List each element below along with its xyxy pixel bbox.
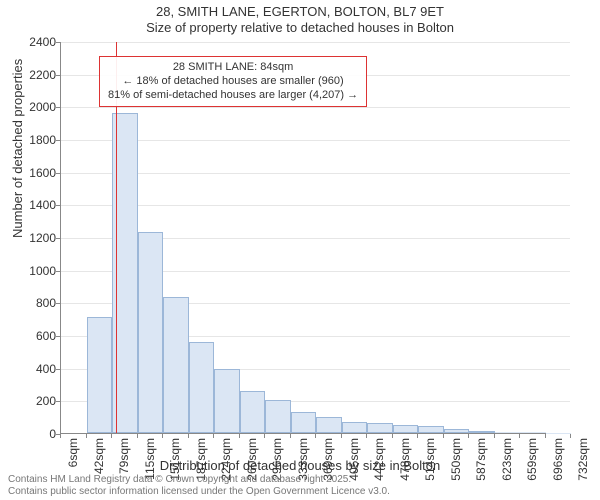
plot-area: 28 SMITH LANE: 84sqm ← 18% of detached h… <box>60 42 570 434</box>
y-tick-label: 0 <box>16 427 56 441</box>
histogram-bar <box>393 425 419 433</box>
chart-title-block: 28, SMITH LANE, EGERTON, BOLTON, BL7 9ET… <box>0 0 600 37</box>
y-tick-label: 2200 <box>16 68 56 82</box>
y-tick-label: 600 <box>16 329 56 343</box>
annotation-line-1: 28 SMITH LANE: 84sqm <box>108 61 358 75</box>
histogram-bar <box>240 391 266 433</box>
annotation-line-2: ← 18% of detached houses are smaller (96… <box>108 75 358 89</box>
y-tick-label: 1800 <box>16 133 56 147</box>
histogram-bar <box>87 317 113 433</box>
annotation-callout: 28 SMITH LANE: 84sqm ← 18% of detached h… <box>99 56 367 107</box>
footer-attribution: Contains HM Land Registry data © Crown c… <box>8 474 390 498</box>
histogram-bar <box>291 412 317 433</box>
histogram-bar <box>469 431 495 433</box>
footer-line-1: Contains HM Land Registry data © Crown c… <box>8 474 390 486</box>
annotation-line-3: 81% of semi-detached houses are larger (… <box>108 89 358 103</box>
histogram-bar <box>163 297 189 433</box>
histogram-bar <box>214 369 240 433</box>
y-tick-label: 1000 <box>16 264 56 278</box>
histogram-bar <box>520 432 546 433</box>
histogram-bar <box>418 426 444 433</box>
histogram-bar <box>316 417 342 433</box>
y-tick-label: 2000 <box>16 100 56 114</box>
histogram-bar <box>367 423 393 433</box>
histogram-bar <box>342 422 368 433</box>
y-tick-label: 2400 <box>16 35 56 49</box>
histogram-bar <box>444 429 470 433</box>
histogram-bar <box>495 432 521 433</box>
footer-line-2: Contains public sector information licen… <box>8 486 390 498</box>
y-tick-label: 1400 <box>16 198 56 212</box>
y-tick-label: 400 <box>16 362 56 376</box>
plot-frame: 28 SMITH LANE: 84sqm ← 18% of detached h… <box>60 42 570 434</box>
histogram-bar <box>138 232 164 433</box>
y-tick-label: 200 <box>16 394 56 408</box>
y-tick-label: 800 <box>16 296 56 310</box>
y-tick-label: 1200 <box>16 231 56 245</box>
histogram-bar <box>189 342 215 433</box>
title-line-1: 28, SMITH LANE, EGERTON, BOLTON, BL7 9ET <box>0 4 600 20</box>
title-line-2: Size of property relative to detached ho… <box>0 20 600 36</box>
histogram-bar <box>265 400 291 433</box>
x-axis-label: Distribution of detached houses by size … <box>0 458 600 473</box>
y-tick-label: 1600 <box>16 166 56 180</box>
